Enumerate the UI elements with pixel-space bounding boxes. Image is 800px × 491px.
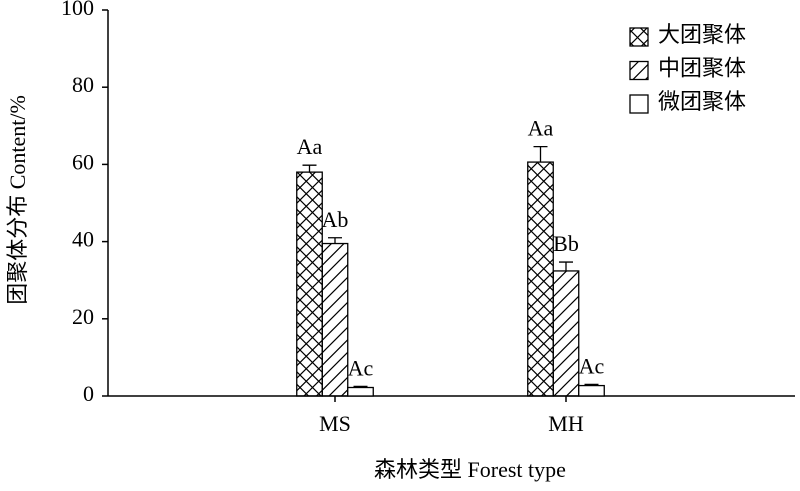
significance-label: Bb bbox=[553, 231, 579, 256]
error-bar bbox=[328, 237, 342, 244]
y-tick-label: 80 bbox=[72, 72, 94, 97]
y-tick-label: 0 bbox=[83, 381, 94, 406]
error-bar bbox=[533, 145, 548, 163]
legend-label: 中团聚体 bbox=[658, 56, 746, 81]
error-bar bbox=[302, 164, 317, 173]
legend-label: 大团聚体 bbox=[658, 22, 746, 47]
bar bbox=[527, 161, 554, 397]
significance-label: Ac bbox=[579, 353, 605, 378]
significance-label: Aa bbox=[528, 116, 554, 141]
bar bbox=[296, 171, 323, 397]
y-tick-label: 100 bbox=[61, 0, 94, 20]
bar bbox=[552, 270, 580, 397]
legend-swatch bbox=[629, 94, 649, 114]
error-bar bbox=[559, 261, 573, 271]
legend-swatch bbox=[629, 27, 649, 47]
y-tick-label: 20 bbox=[72, 304, 94, 329]
x-tick-label: MS bbox=[319, 411, 351, 436]
significance-label: Ab bbox=[322, 207, 349, 232]
y-tick-label: 60 bbox=[72, 149, 94, 174]
y-axis-label: 团聚体分布 Content/% bbox=[5, 95, 30, 305]
x-axis-label: 森林类型 Forest type bbox=[374, 457, 566, 482]
significance-label: Ac bbox=[348, 355, 374, 380]
error-bar bbox=[584, 383, 599, 386]
legend-label: 微团聚体 bbox=[658, 89, 746, 114]
y-tick-label: 40 bbox=[72, 227, 94, 252]
error-bar bbox=[353, 385, 368, 388]
bar bbox=[347, 386, 374, 397]
bar bbox=[578, 384, 605, 397]
legend-swatch bbox=[629, 60, 649, 81]
bar bbox=[321, 242, 349, 397]
x-tick-label: MH bbox=[548, 411, 584, 436]
significance-label: Aa bbox=[297, 134, 323, 159]
